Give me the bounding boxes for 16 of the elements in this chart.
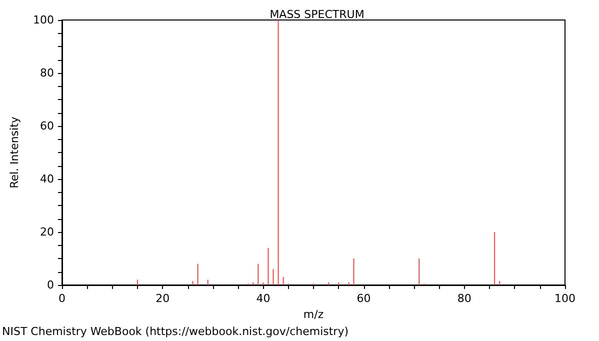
x-axis-title: m/z: [303, 308, 324, 321]
x-tick-label: 40: [256, 292, 270, 305]
y-tick-label: 40: [40, 172, 54, 186]
text: NIST Chemistry WebBook (https://webbook.nist.gov/chemistry): [2, 325, 348, 338]
y-tick-label: 0: [47, 278, 54, 292]
y-tick-label: 80: [40, 66, 54, 80]
x-tick-label: 80: [457, 292, 472, 305]
x-tick-label: 20: [156, 292, 170, 305]
chart-title: MASS SPECTRUM: [270, 8, 364, 21]
x-tick-label: 100: [554, 292, 576, 305]
y-tick-label: 20: [40, 226, 54, 238]
y-axis-title: Rel. Intensity: [8, 116, 21, 188]
y-tick-label: 100: [33, 14, 54, 26]
y-tick-label: 60: [40, 120, 54, 132]
x-tick-label: 60: [356, 292, 371, 305]
x-tick-label: 0: [58, 292, 66, 305]
